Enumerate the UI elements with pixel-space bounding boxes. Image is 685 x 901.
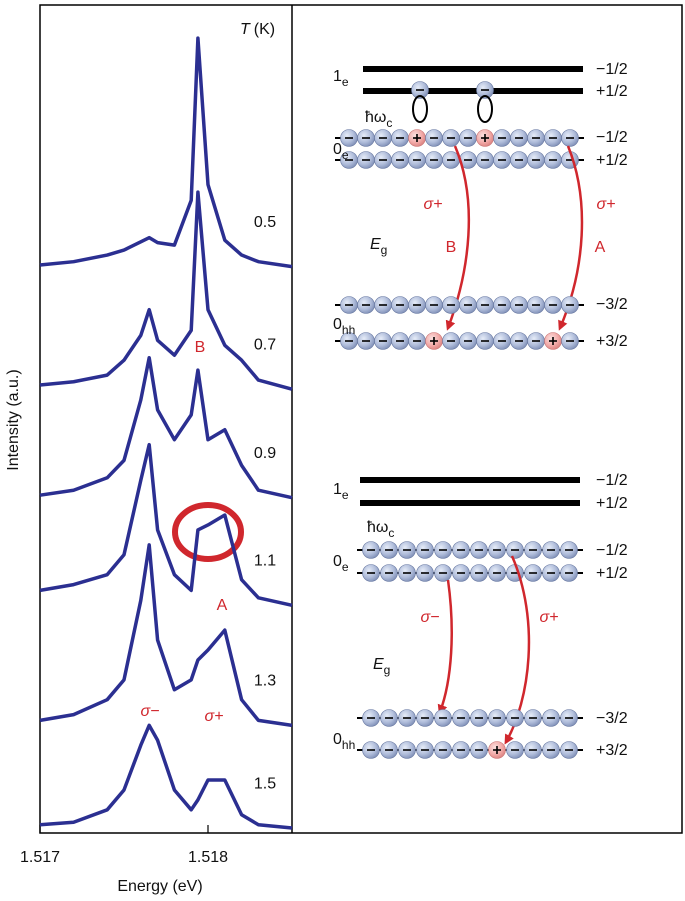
series-label: 0.9: [254, 445, 276, 462]
cyclotron-label: ħωc: [365, 109, 392, 130]
cyclotron-loop: [477, 95, 493, 123]
level-label-main: 1: [333, 481, 342, 498]
spin-label: +1/2: [596, 495, 628, 512]
gap-label-main: E: [370, 236, 381, 253]
gap-label-sub: g: [384, 663, 391, 677]
x-tick-label: 1.517: [20, 849, 60, 866]
level-label-main: 0: [333, 141, 342, 158]
x-axis-label: Energy (eV): [117, 878, 202, 895]
spin-label: +3/2: [596, 742, 628, 759]
y-axis-label: Intensity (a.u.): [5, 369, 22, 470]
spin-label: +1/2: [596, 83, 628, 100]
spin-label: +3/2: [596, 333, 628, 350]
series-label: 0.5: [254, 214, 276, 231]
spin-label: −1/2: [596, 61, 628, 78]
level-label: 0hh: [333, 731, 355, 752]
spin-label: −1/2: [596, 542, 628, 559]
legend-title-symbol: T: [240, 21, 251, 38]
level-label-main: 0: [333, 553, 342, 570]
spectrum: [39, 723, 293, 830]
polarization-label: σ+: [597, 196, 616, 213]
spectrum: [39, 543, 293, 728]
level-label: 1e: [333, 481, 349, 502]
annotation: B: [195, 339, 206, 356]
gap-label: Eg: [370, 236, 387, 257]
level-label-main: 0: [333, 731, 342, 748]
series-label: 0.7: [254, 336, 276, 353]
spin-label: −1/2: [596, 129, 628, 146]
annotation: A: [217, 597, 228, 614]
level-label-sub: e: [342, 148, 349, 162]
level-label-main: 1: [333, 68, 342, 85]
series-label: 1.3: [254, 673, 276, 690]
highlight-circle: [172, 502, 244, 562]
spin-label: +1/2: [596, 565, 628, 582]
annotation: σ+: [205, 708, 224, 725]
spin-label: −3/2: [596, 710, 628, 727]
legend-title-unit: (K): [254, 21, 275, 38]
level-label-sub: e: [342, 75, 349, 89]
spin-label: −1/2: [596, 472, 628, 489]
series-label: 1.1: [254, 553, 276, 570]
gap-label-main: E: [373, 656, 384, 673]
spectrum: [39, 442, 293, 608]
transition-arrow: [437, 579, 453, 715]
polarization-label: σ+: [540, 609, 559, 626]
cyclotron-label-sub: c: [386, 116, 392, 130]
x-tick-label: 1.518: [188, 849, 228, 866]
level-label-sub: e: [342, 560, 349, 574]
level-label-sub: e: [342, 488, 349, 502]
level-label-main: 0: [333, 316, 342, 333]
spectrum: [39, 355, 293, 500]
cyclotron-loop: [412, 95, 428, 123]
level-label: 1e: [333, 68, 349, 89]
level-label: 0e: [333, 141, 349, 162]
polarization-label: σ+: [424, 196, 443, 213]
level-label: 0e: [333, 553, 349, 574]
spin-label: −3/2: [596, 296, 628, 313]
level-label-sub: hh: [342, 323, 355, 337]
polarization-label: σ−: [421, 609, 440, 626]
series-label: 1.5: [254, 775, 276, 792]
level-label-sub: hh: [342, 738, 355, 752]
legend-title: T (K): [240, 21, 275, 38]
frame: [39, 4, 683, 834]
spectrum: [39, 36, 293, 269]
spin-label: +1/2: [596, 152, 628, 169]
cyclotron-label-main: ħω: [367, 519, 388, 536]
cyclotron-label-sub: c: [388, 526, 394, 540]
gap-label: Eg: [373, 656, 390, 677]
gap-label-sub: g: [381, 243, 388, 257]
annotation: σ−: [141, 703, 160, 720]
cyclotron-label-main: ħω: [365, 109, 386, 126]
cyclotron-label: ħωc: [367, 519, 394, 540]
spectrum: [39, 190, 293, 391]
transition-label: A: [595, 239, 606, 256]
transition-label: B: [446, 239, 457, 256]
level-label: 0hh: [333, 316, 355, 337]
